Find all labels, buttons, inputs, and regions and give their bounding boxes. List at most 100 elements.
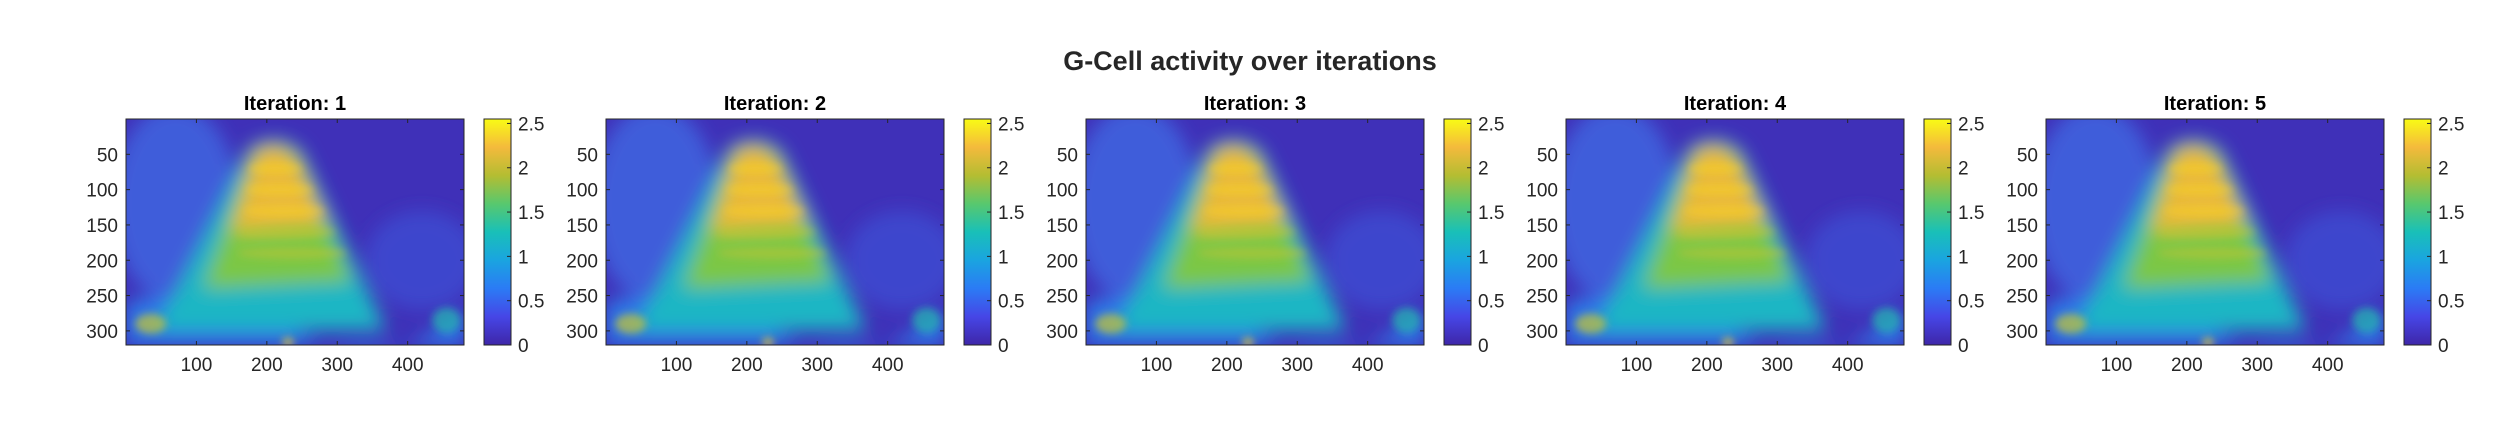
y-tick-label: 300: [1046, 322, 1078, 343]
y-tick-label: 100: [2006, 181, 2038, 202]
heatmap-image: [2046, 119, 2384, 345]
x-tick-label: 100: [1141, 355, 1173, 376]
subplot-title: Iteration: 5: [2164, 93, 2266, 115]
subplot-title: Iteration: 1: [244, 93, 346, 115]
y-tick-label: 200: [2006, 251, 2038, 272]
x-tick-label: 400: [1832, 355, 1864, 376]
y-tick-label: 100: [86, 181, 118, 202]
colorbar-tick-label: 2: [2438, 159, 2449, 180]
x-tick-label: 400: [392, 355, 424, 376]
y-tick-label: 150: [566, 216, 598, 237]
y-tick-label: 50: [1537, 145, 1558, 166]
x-tick-label: 100: [2101, 355, 2133, 376]
x-tick-label: 300: [2241, 355, 2273, 376]
colorbar-tick-label: 2: [1478, 159, 1489, 180]
x-tick-label: 300: [321, 355, 353, 376]
subplot-5: Iteration: 5 100 200 300 400 50 100 150 200 250 30…: [2006, 93, 2464, 376]
colorbar-tick-label: 0: [518, 336, 529, 357]
colorbar: [1923, 118, 1952, 346]
axes-box: [1085, 118, 1425, 346]
y-tick-label: 250: [1046, 287, 1078, 308]
subplot-title: Iteration: 2: [724, 93, 826, 115]
x-tick-label: 200: [1691, 355, 1723, 376]
x-tick-label: 100: [661, 355, 693, 376]
colorbar: [2403, 118, 2432, 346]
x-tick-label: 300: [801, 355, 833, 376]
x-tick-label: 200: [2171, 355, 2203, 376]
x-tick-label: 300: [1281, 355, 1313, 376]
colorbar-tick-label: 0.5: [1958, 292, 1984, 313]
x-tick-label: 400: [2312, 355, 2344, 376]
y-tick-label: 150: [86, 216, 118, 237]
colorbar-tick-label: 1: [998, 247, 1009, 268]
subplot-title: Iteration: 4: [1684, 93, 1787, 115]
colorbar-tick-label: 2: [518, 159, 529, 180]
colorbar-tick-label: 2: [1958, 159, 1969, 180]
y-tick-label: 300: [2006, 322, 2038, 343]
colorbar-tick-label: 0.5: [1478, 292, 1504, 313]
x-tick-label: 400: [872, 355, 904, 376]
colorbar-tick-label: 2.5: [2438, 114, 2464, 135]
y-tick-label: 300: [86, 322, 118, 343]
x-tick-label: 400: [1352, 355, 1384, 376]
colorbar-tick-label: 1.5: [518, 203, 544, 224]
x-tick-label: 200: [251, 355, 283, 376]
axes-box: [125, 118, 465, 346]
figure-title: G-Cell activity over iterations: [1063, 46, 1437, 76]
y-tick-label: 200: [566, 251, 598, 272]
colorbar-tick-label: 1: [518, 247, 529, 268]
axes-box: [605, 118, 945, 346]
colorbar-tick-label: 1.5: [998, 203, 1024, 224]
colorbar-tick-label: 0: [1478, 336, 1489, 357]
y-tick-label: 150: [1046, 216, 1078, 237]
y-tick-label: 100: [1046, 181, 1078, 202]
y-tick-label: 300: [566, 322, 598, 343]
heatmap-image: [606, 119, 944, 345]
colorbar: [1443, 118, 1472, 346]
colorbar-tick-label: 1: [1478, 247, 1489, 268]
x-tick-label: 300: [1761, 355, 1793, 376]
colorbar: [963, 118, 992, 346]
y-tick-label: 200: [1046, 251, 1078, 272]
colorbar-tick-label: 0: [1958, 336, 1969, 357]
heatmap-image: [1566, 119, 1904, 345]
y-tick-label: 200: [86, 251, 118, 272]
x-tick-label: 200: [731, 355, 763, 376]
colorbar-tick-label: 1.5: [1958, 203, 1984, 224]
colorbar-tick-label: 1: [1958, 247, 1969, 268]
y-tick-label: 50: [577, 145, 598, 166]
y-tick-label: 250: [566, 287, 598, 308]
colorbar-tick-label: 2.5: [518, 114, 544, 135]
y-tick-label: 250: [2006, 287, 2038, 308]
subplot-title: Iteration: 3: [1204, 93, 1306, 115]
colorbar-tick-label: 2.5: [998, 114, 1024, 135]
x-tick-label: 100: [1621, 355, 1653, 376]
subplot-4: Iteration: 4 100 200 300 400 50 100 150 200 250 30…: [1526, 93, 1984, 376]
subplot-2: Iteration: 2 100 200 300 400 50 100 150 200 250 30…: [566, 93, 1024, 376]
colorbar: [483, 118, 512, 346]
colorbar-tick-label: 0: [998, 336, 1009, 357]
colorbar-tick-label: 1.5: [2438, 203, 2464, 224]
y-tick-label: 100: [1526, 181, 1558, 202]
y-tick-label: 300: [1526, 322, 1558, 343]
x-tick-label: 100: [181, 355, 213, 376]
colorbar-tick-label: 2: [998, 159, 1009, 180]
y-tick-label: 50: [1057, 145, 1078, 166]
colorbar-tick-label: 1: [2438, 247, 2449, 268]
y-tick-label: 250: [86, 287, 118, 308]
colorbar-tick-label: 0.5: [518, 292, 544, 313]
y-tick-label: 100: [566, 181, 598, 202]
heatmap-image: [1086, 119, 1424, 345]
colorbar-tick-label: 2.5: [1478, 114, 1504, 135]
y-tick-label: 150: [2006, 216, 2038, 237]
colorbar-tick-label: 0.5: [2438, 292, 2464, 313]
colorbar-tick-label: 1.5: [1478, 203, 1504, 224]
axes-box: [2045, 118, 2385, 346]
y-tick-label: 250: [1526, 287, 1558, 308]
x-tick-label: 200: [1211, 355, 1243, 376]
axes-box: [1565, 118, 1905, 346]
y-tick-label: 50: [2017, 145, 2038, 166]
colorbar-tick-label: 2.5: [1958, 114, 1984, 135]
